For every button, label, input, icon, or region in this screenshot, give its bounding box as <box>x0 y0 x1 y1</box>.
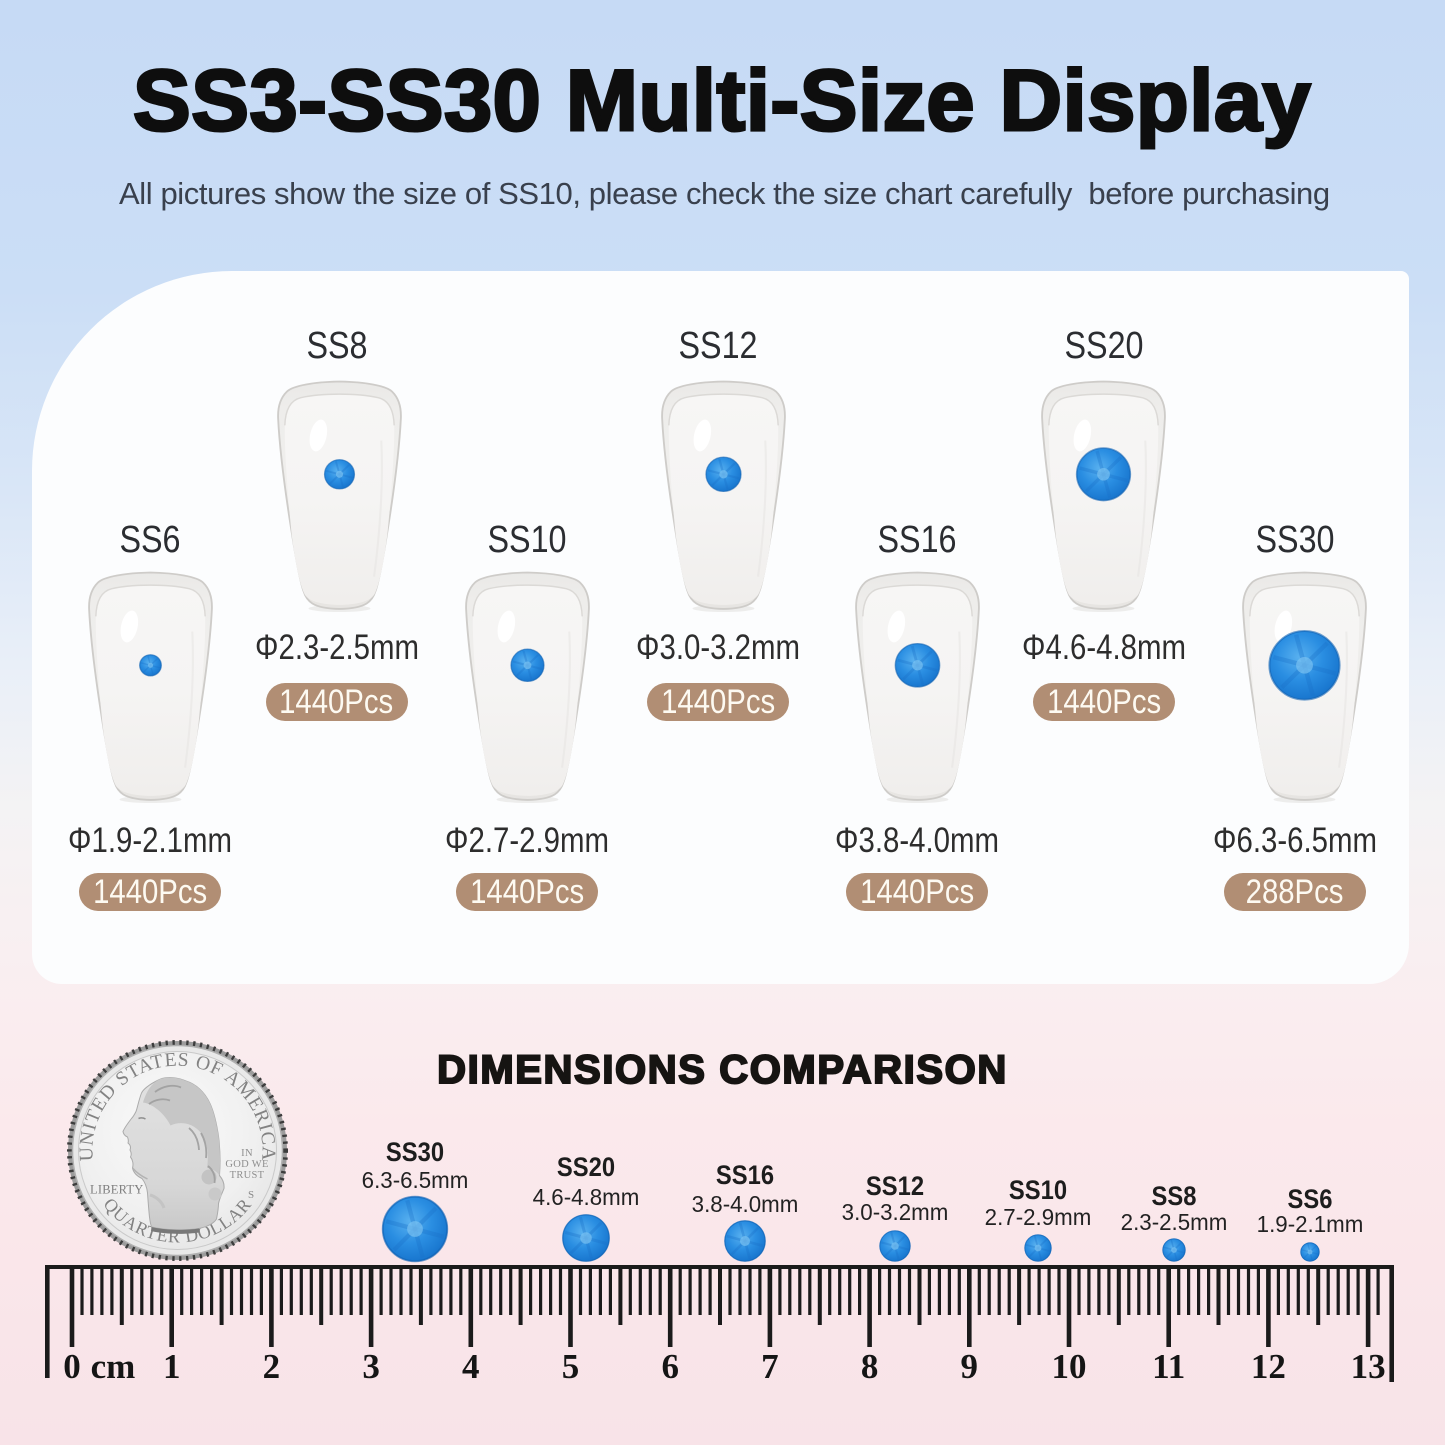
svg-text:IN: IN <box>241 1148 253 1159</box>
svg-text:12: 12 <box>1251 1347 1286 1386</box>
svg-text:7: 7 <box>761 1347 779 1386</box>
svg-text:LIBERTY: LIBERTY <box>90 1183 143 1197</box>
svg-text:0: 0 <box>63 1347 81 1386</box>
svg-text:13: 13 <box>1351 1347 1386 1386</box>
svg-text:10: 10 <box>1052 1347 1087 1386</box>
svg-text:5: 5 <box>562 1347 580 1386</box>
svg-text:S: S <box>248 1189 254 1201</box>
svg-text:9: 9 <box>961 1347 979 1386</box>
svg-text:TRUST: TRUST <box>230 1170 265 1181</box>
svg-text:11: 11 <box>1152 1347 1185 1386</box>
svg-text:2: 2 <box>263 1347 281 1386</box>
svg-text:6: 6 <box>661 1347 679 1386</box>
svg-text:cm: cm <box>91 1347 136 1386</box>
svg-text:1: 1 <box>163 1347 181 1386</box>
svg-text:GOD WE: GOD WE <box>225 1159 268 1170</box>
svg-text:4: 4 <box>462 1347 480 1386</box>
svg-text:3: 3 <box>362 1347 380 1386</box>
svg-text:8: 8 <box>861 1347 879 1386</box>
